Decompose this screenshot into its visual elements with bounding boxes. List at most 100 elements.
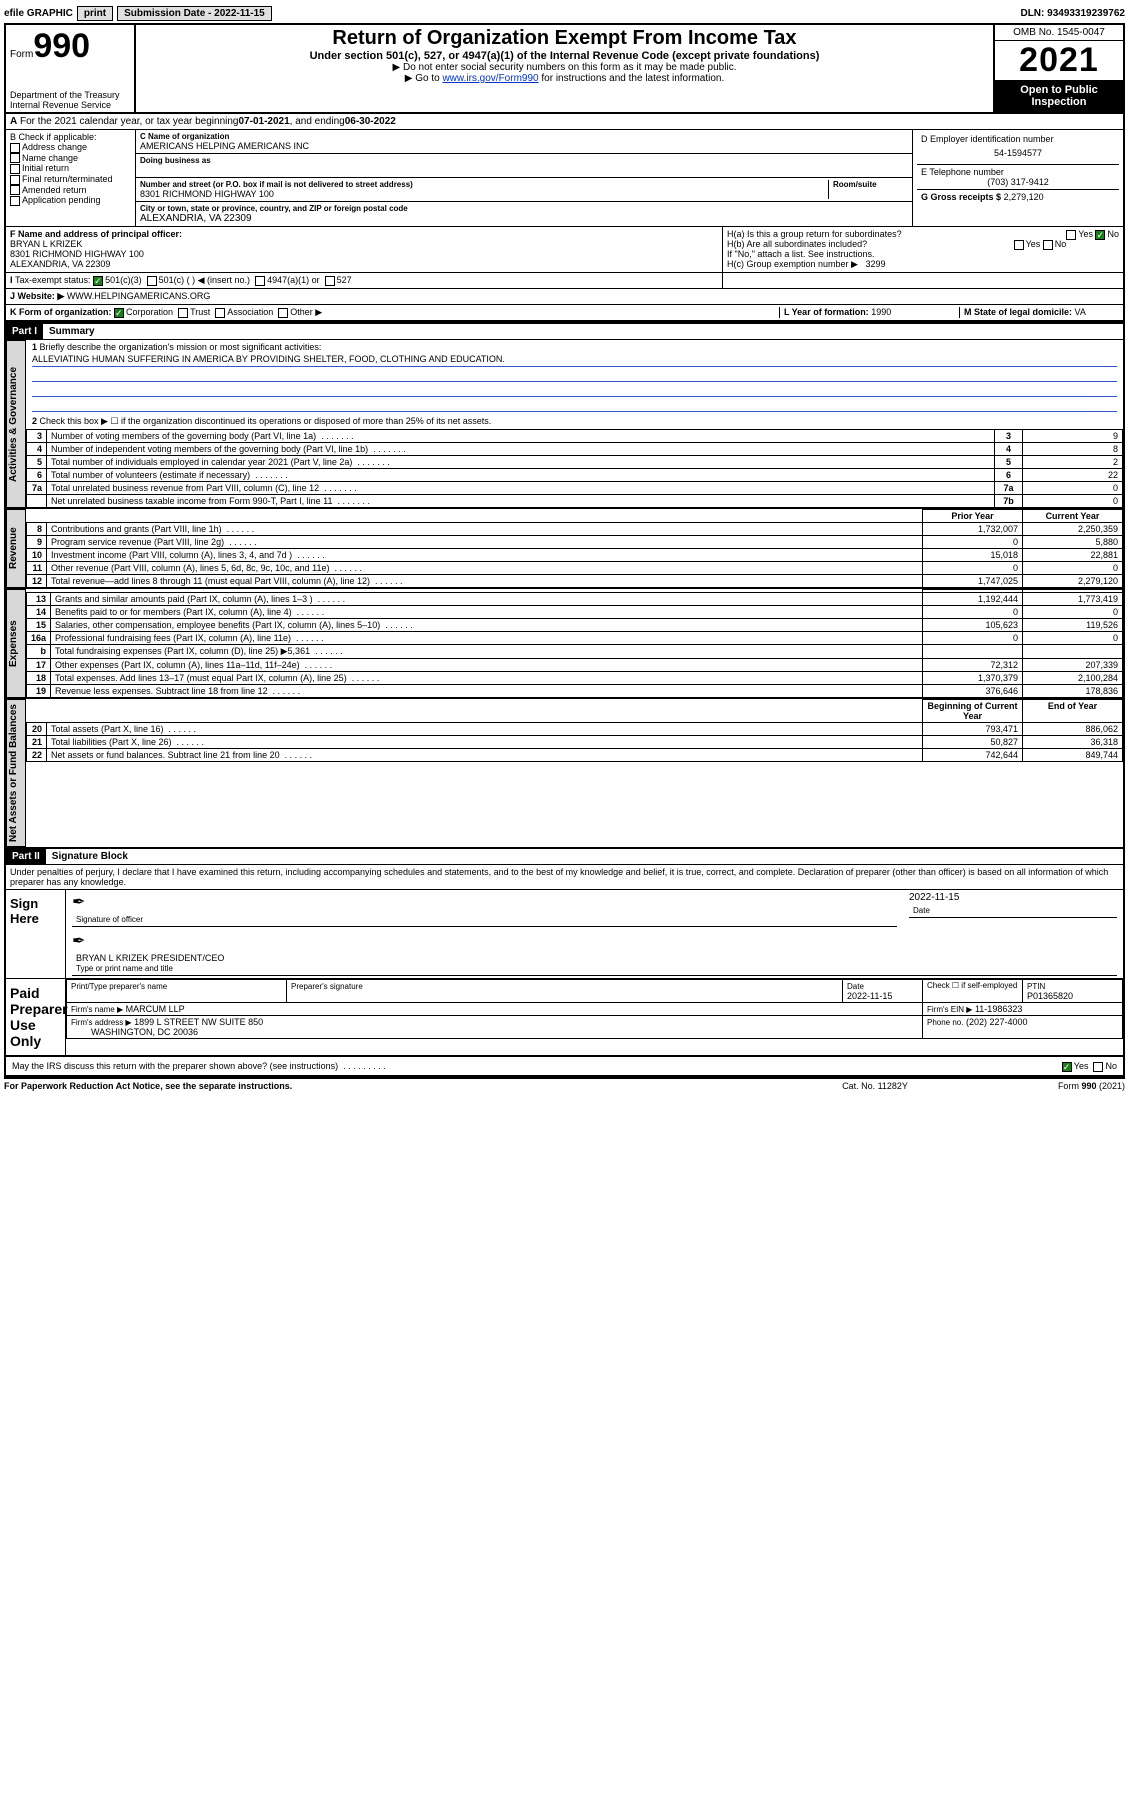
expense-section: Expenses 13 Grants and similar amounts p… — [6, 588, 1123, 698]
tab-balances: Net Assets or Fund Balances — [6, 699, 26, 847]
org-name: AMERICANS HELPING AMERICANS INC — [140, 141, 908, 151]
ha-yes: Yes — [1078, 229, 1093, 239]
part1-label: Part I — [6, 324, 43, 339]
efile-label: efile GRAPHIC — [4, 8, 73, 19]
tax-status-label: Tax-exempt status: — [15, 275, 91, 285]
hb-yes-ck[interactable] — [1014, 240, 1024, 250]
omb-label: OMB No. 1545-0047 — [995, 25, 1123, 41]
self-employed: Check ☐ if self-employed — [923, 980, 1023, 1003]
firm-ein: 11-1986323 — [975, 1004, 1022, 1014]
irs-link[interactable]: www.irs.gov/Form990 — [442, 73, 538, 84]
ck-amended-label: Amended return — [22, 185, 87, 195]
line1: 1 Briefly describe the organization's mi… — [26, 340, 1123, 414]
hb-label: H(b) Are all subordinates included? — [727, 239, 867, 249]
box-c: C Name of organization AMERICANS HELPING… — [136, 130, 913, 226]
ck-501c[interactable] — [147, 276, 157, 286]
sign-here-label: Sign Here — [6, 890, 66, 978]
ck-initial-label: Initial return — [22, 163, 69, 173]
ck-final-label: Final return/terminated — [22, 174, 113, 184]
org-city: ALEXANDRIA, VA 22309 — [140, 213, 908, 224]
ck-final[interactable] — [10, 175, 20, 185]
summary-section: Activities & Governance 1 Briefly descri… — [6, 340, 1123, 508]
submission-date-label: Submission Date - 2022-11-15 — [117, 6, 272, 21]
year-formation: 1990 — [871, 307, 891, 317]
ck-address-label: Address change — [22, 142, 87, 152]
org-name-label: C Name of organization — [140, 132, 908, 141]
part2-label: Part II — [6, 849, 46, 864]
balance-section: Net Assets or Fund Balances Beginning of… — [6, 698, 1123, 847]
form-number: 990 — [33, 27, 90, 65]
ck-assoc[interactable] — [215, 308, 225, 318]
balance-table: Beginning of Current Year End of Year20 … — [26, 699, 1123, 762]
website-label: Website: ▶ — [18, 291, 65, 301]
line-a-mid: , and ending — [290, 116, 345, 127]
ptin-value: P01365820 — [1027, 991, 1073, 1001]
ha-label: H(a) Is this a group return for subordin… — [727, 229, 902, 239]
preparer-table: Print/Type preparer's name Preparer's si… — [66, 979, 1123, 1039]
officer-name: BRYAN L KRIZEK — [10, 239, 82, 249]
ptin-label: PTIN — [1027, 982, 1045, 991]
expense-table: 13 Grants and similar amounts paid (Part… — [26, 589, 1123, 698]
ck-other[interactable] — [278, 308, 288, 318]
tax-year-end: 06-30-2022 — [345, 116, 396, 127]
header-right: OMB No. 1545-0047 2021 Open to Public In… — [993, 25, 1123, 112]
part2-header: Part II Signature Block — [6, 847, 1123, 865]
addr-label: Number and street (or P.O. box if mail i… — [140, 180, 828, 189]
tab-governance: Activities & Governance — [6, 340, 26, 508]
form-subtitle: Under section 501(c), 527, or 4947(a)(1)… — [142, 50, 987, 62]
hc-value: 3299 — [866, 259, 886, 269]
perjury-text: Under penalties of perjury, I declare th… — [6, 865, 1123, 890]
form-footer: Form 990 (2021) — [975, 1081, 1125, 1091]
tax-year: 2021 — [995, 41, 1123, 80]
opt-corp: Corporation — [126, 307, 173, 317]
ein-label: D Employer identification number — [921, 134, 1115, 144]
box-h: H(a) Is this a group return for subordin… — [723, 227, 1123, 272]
sig-date: 2022-11-15 — [909, 892, 1117, 903]
ck-527[interactable] — [325, 276, 335, 286]
instr-2: ▶ Go to www.irs.gov/Form990 for instruct… — [142, 73, 987, 84]
firm-name: MARCUM LLP — [126, 1004, 185, 1014]
ck-name-label: Name change — [22, 153, 78, 163]
dln-label: DLN: 93493319239762 — [1020, 8, 1125, 19]
ha-no-ck[interactable] — [1095, 230, 1105, 240]
page-footer: For Paperwork Reduction Act Notice, see … — [4, 1077, 1125, 1091]
opt-assoc: Association — [227, 307, 273, 317]
box-k: K Form of organization: Corporation Trus… — [10, 307, 779, 318]
opt-trust: Trust — [190, 307, 210, 317]
ck-initial[interactable] — [10, 164, 20, 174]
ck-501c3[interactable] — [93, 276, 103, 286]
city-label: City or town, state or province, country… — [140, 204, 908, 213]
ck-4947[interactable] — [255, 276, 265, 286]
ck-corp[interactable] — [114, 308, 124, 318]
ck-amended[interactable] — [10, 185, 20, 195]
prep-date: 2022-11-15 — [847, 991, 892, 1001]
gross-value: 2,279,120 — [1004, 192, 1044, 202]
line2: 2 Check this box ▶ ☐ if the organization… — [26, 414, 1123, 429]
may-yes-ck[interactable] — [1062, 1062, 1072, 1072]
ha-yes-ck[interactable] — [1066, 230, 1076, 240]
tax-year-begin: 07-01-2021 — [239, 116, 290, 127]
opt-4947: 4947(a)(1) or — [267, 275, 320, 285]
ck-trust[interactable] — [178, 308, 188, 318]
bc-grid: B Check if applicable: Address change Na… — [6, 130, 1123, 227]
phone-label: E Telephone number — [921, 167, 1115, 177]
ck-address[interactable] — [10, 143, 20, 153]
firm-ein-label: Firm's EIN ▶ — [927, 1005, 972, 1014]
print-button[interactable]: print — [77, 6, 113, 21]
fh-row: F Name and address of principal officer:… — [6, 227, 1123, 273]
ck-name[interactable] — [10, 153, 20, 163]
dba-label: Doing business as — [140, 156, 908, 165]
hb-no-ck[interactable] — [1043, 240, 1053, 250]
opt-501c: 501(c) ( ) ◀ (insert no.) — [159, 275, 250, 285]
line-a-pre: For the 2021 calendar year, or tax year … — [20, 116, 238, 127]
domicile: VA — [1075, 307, 1086, 317]
part1-title: Summary — [43, 326, 95, 337]
domicile-label: M State of legal domicile: — [964, 307, 1072, 317]
may-no-ck[interactable] — [1093, 1062, 1103, 1072]
firm-addr-label: Firm's address ▶ — [71, 1018, 132, 1027]
ck-pending[interactable] — [10, 196, 20, 206]
prep-sig-label: Preparer's signature — [291, 982, 363, 991]
officer-label: F Name and address of principal officer: — [10, 229, 182, 239]
revenue-table: Prior Year Current Year8 Contributions a… — [26, 509, 1123, 588]
header-left: Form990 Department of the Treasury Inter… — [6, 25, 136, 112]
